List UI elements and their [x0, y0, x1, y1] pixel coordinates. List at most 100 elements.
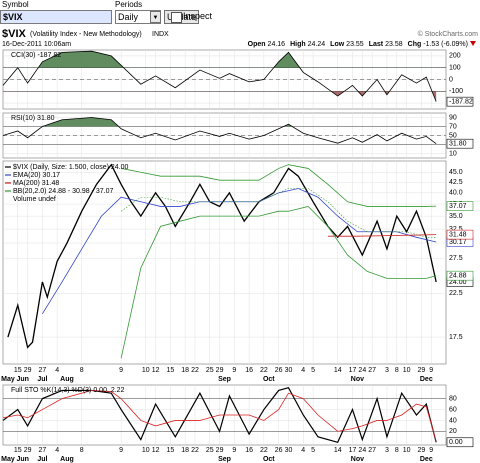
x-tick-label: 18: [181, 447, 189, 454]
x-tick-label: 4: [301, 447, 305, 454]
x-tick-label: 8: [395, 367, 399, 374]
indicator-fill: [3, 51, 437, 68]
x-tick-label: 3: [385, 447, 389, 454]
last-value-box: [446, 201, 474, 211]
y-tick-label: 32.5: [449, 226, 463, 233]
x-tick-label: 14: [334, 367, 342, 374]
month-label: Jun: [16, 456, 28, 463]
panel-label: Full STO %K(14,3) %D(3) 0.00, 2.22: [11, 387, 125, 394]
legend-label: MA(200) 31.48: [13, 180, 59, 187]
x-tick-label: 22: [260, 447, 268, 454]
legend-label: Volume undef: [13, 196, 56, 203]
last-value-box: [446, 437, 474, 448]
month-label: Nov: [351, 456, 364, 463]
month-label: Aug: [60, 456, 74, 463]
panel-label: RSI(10) 31.80: [11, 115, 55, 122]
x-tick-label: 9: [232, 367, 236, 374]
x-tick-label: 29: [216, 367, 224, 374]
month-label: Dec: [420, 456, 433, 463]
symbol-input[interactable]: $VIX: [0, 10, 112, 24]
x-tick-label: 15: [14, 447, 22, 454]
x-tick-label: 4: [55, 367, 59, 374]
chart-subtitle: (Volatility Index - New Methodology): [30, 31, 142, 38]
x-tick-label: 24: [358, 367, 366, 374]
y-tick-label: 27.5: [449, 255, 463, 262]
month-label: May: [1, 376, 15, 383]
y-tick-label: 40: [449, 417, 457, 424]
y-tick-label: 50: [449, 132, 457, 139]
x-tick-label: 15: [14, 367, 22, 374]
month-label: Oct: [263, 376, 275, 383]
dropdown-arrow[interactable]: ▼: [150, 11, 161, 23]
last-value-box: [446, 229, 474, 240]
last-value-box: [446, 96, 474, 107]
quote-label: Last: [369, 41, 384, 48]
y-tick-label: 90: [449, 114, 457, 121]
y-tick-label: 0: [449, 76, 453, 83]
y-tick-label: -100: [449, 88, 463, 95]
series-line: [327, 234, 437, 237]
month-label: Dec: [420, 376, 433, 383]
x-tick-label: 26: [275, 367, 283, 374]
x-tick-label: 29: [24, 367, 32, 374]
quote-label: Chg: [408, 41, 422, 48]
series-line: [120, 205, 437, 359]
series-line: [121, 164, 437, 207]
x-tick-label: 9: [429, 367, 433, 374]
series-line: [2, 387, 437, 443]
x-tick-label: 12: [152, 367, 160, 374]
y-tick-label: 20: [449, 428, 457, 435]
month-label: Nov: [351, 376, 364, 383]
x-tick-label: 4: [301, 367, 305, 374]
periods-label: Periods: [115, 0, 143, 9]
x-tick-label: 27: [368, 367, 376, 374]
x-tick-label: 9: [232, 447, 236, 454]
inspect-label: Inspect: [183, 11, 213, 21]
last-value-box: [446, 270, 474, 281]
quote-label: Low: [330, 41, 345, 48]
month-label: Jul: [37, 376, 47, 383]
x-tick-label: 10: [403, 447, 411, 454]
x-tick-label: 10: [142, 367, 150, 374]
x-tick-label: 8: [80, 447, 84, 454]
month-label: Aug: [60, 376, 74, 383]
quote-label: Open: [248, 41, 266, 48]
last-value-label: 0.00: [449, 439, 463, 446]
x-tick-label: 15: [166, 447, 174, 454]
y-tick-label: 100: [449, 65, 461, 72]
x-tick-label: 16: [245, 367, 253, 374]
y-tick-label: 35.0: [449, 213, 463, 220]
x-tick-label: 24: [358, 447, 366, 454]
series-line: [2, 117, 437, 145]
x-tick-label: 25: [206, 447, 214, 454]
x-tick-label: 4: [55, 447, 59, 454]
x-tick-label: 29: [417, 367, 425, 374]
quote-value: 23.58: [385, 41, 403, 48]
quote-value: 24.16: [268, 41, 286, 48]
month-label: Jul: [37, 456, 47, 463]
inspect-checkbox[interactable]: [171, 12, 182, 23]
month-label: Jun: [16, 376, 28, 383]
x-tick-label: 29: [216, 447, 224, 454]
chart-date: 16-Dec-2011 10:06am: [2, 41, 71, 48]
exchange: INDX: [152, 31, 169, 38]
month-label: Sep: [218, 456, 231, 463]
x-tick-label: 18: [181, 367, 189, 374]
x-tick-label: 16: [245, 447, 253, 454]
month-label: Sep: [218, 376, 231, 383]
series-line: [2, 50, 437, 102]
last-value-label: 24.00: [449, 279, 467, 286]
x-tick-label: 15: [166, 367, 174, 374]
chart-title: $VIX: [2, 28, 27, 40]
x-tick-label: 10: [403, 367, 411, 374]
x-tick-label: 3: [385, 367, 389, 374]
last-value-label: 31.80: [449, 141, 467, 148]
x-tick-label: 22: [260, 367, 268, 374]
symbol-label: Symbol: [2, 0, 29, 9]
y-tick-label: 45.0: [449, 169, 463, 176]
quote-value: 24.24: [308, 41, 326, 48]
y-tick-label: 22.5: [449, 290, 463, 297]
y-tick-label: 80: [449, 395, 457, 402]
last-value-box: [446, 138, 474, 149]
